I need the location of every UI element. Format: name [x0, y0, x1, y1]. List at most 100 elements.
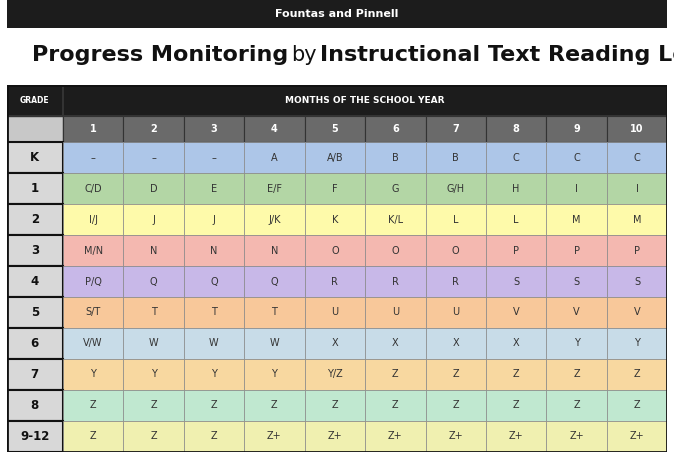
Text: I: I: [636, 184, 638, 194]
Text: 1: 1: [31, 182, 39, 195]
Bar: [547, 142, 607, 173]
Text: S: S: [574, 276, 580, 286]
Text: I: I: [575, 184, 578, 194]
Bar: [184, 173, 244, 204]
Bar: [305, 204, 365, 235]
Text: by: by: [290, 45, 316, 65]
Text: J: J: [152, 215, 155, 225]
Bar: [305, 359, 365, 390]
Bar: [63, 204, 123, 235]
Text: 4: 4: [271, 124, 278, 134]
Bar: [365, 235, 425, 266]
Text: K: K: [30, 151, 39, 164]
Bar: [607, 235, 667, 266]
Bar: [7, 359, 63, 390]
Text: Z+: Z+: [509, 431, 524, 441]
Text: Z: Z: [574, 400, 580, 410]
Text: Z: Z: [634, 370, 640, 380]
Text: O: O: [452, 246, 460, 256]
Bar: [63, 142, 123, 173]
Text: Z: Z: [211, 400, 217, 410]
Text: Z: Z: [513, 370, 520, 380]
Bar: [305, 173, 365, 204]
Text: A: A: [271, 153, 278, 163]
Text: 8: 8: [31, 399, 39, 412]
Text: Z: Z: [513, 400, 520, 410]
Bar: [123, 390, 184, 421]
Bar: [244, 235, 305, 266]
Text: R: R: [392, 276, 399, 286]
Text: Q: Q: [210, 276, 218, 286]
Text: Y: Y: [150, 370, 156, 380]
Bar: [486, 421, 547, 452]
Bar: [63, 421, 123, 452]
Bar: [7, 85, 63, 116]
Text: L: L: [514, 215, 519, 225]
Text: E: E: [211, 184, 217, 194]
Text: Z+: Z+: [388, 431, 402, 441]
Text: V: V: [513, 307, 520, 317]
Text: X: X: [332, 338, 338, 348]
Bar: [486, 328, 547, 359]
Text: A/B: A/B: [326, 153, 343, 163]
Bar: [365, 421, 425, 452]
Text: U: U: [332, 307, 338, 317]
Text: S: S: [634, 276, 640, 286]
Text: 3: 3: [31, 244, 39, 257]
Bar: [63, 390, 123, 421]
Text: J/K: J/K: [268, 215, 280, 225]
Bar: [305, 328, 365, 359]
Bar: [486, 359, 547, 390]
Text: M: M: [572, 215, 581, 225]
Bar: [607, 116, 667, 142]
Text: Instructional Text Reading Level: Instructional Text Reading Level: [321, 45, 674, 65]
Text: Z: Z: [574, 370, 580, 380]
Text: N: N: [271, 246, 278, 256]
Bar: [184, 142, 244, 173]
Text: 9-12: 9-12: [20, 430, 49, 443]
Text: P: P: [513, 246, 519, 256]
Text: Y: Y: [272, 370, 278, 380]
Bar: [486, 173, 547, 204]
Bar: [123, 359, 184, 390]
Text: Z: Z: [271, 400, 278, 410]
Bar: [123, 328, 184, 359]
Bar: [486, 297, 547, 328]
Text: V: V: [574, 307, 580, 317]
Text: 9: 9: [573, 124, 580, 134]
Bar: [184, 235, 244, 266]
Bar: [486, 390, 547, 421]
Bar: [123, 173, 184, 204]
Text: MONTHS OF THE SCHOOL YEAR: MONTHS OF THE SCHOOL YEAR: [285, 96, 445, 105]
Text: Z+: Z+: [448, 431, 463, 441]
Bar: [607, 142, 667, 173]
Bar: [607, 173, 667, 204]
Bar: [305, 235, 365, 266]
Text: N: N: [150, 246, 157, 256]
Text: Z: Z: [211, 431, 217, 441]
Text: 8: 8: [513, 124, 520, 134]
Bar: [547, 390, 607, 421]
Bar: [123, 421, 184, 452]
Text: K/L: K/L: [388, 215, 403, 225]
Text: U: U: [392, 307, 399, 317]
Bar: [244, 390, 305, 421]
Text: X: X: [452, 338, 459, 348]
Text: G/H: G/H: [447, 184, 465, 194]
Text: Y: Y: [90, 370, 96, 380]
Bar: [486, 266, 547, 297]
Bar: [607, 204, 667, 235]
Text: Y: Y: [634, 338, 640, 348]
Bar: [184, 328, 244, 359]
Bar: [7, 116, 63, 142]
Text: P/Q: P/Q: [85, 276, 102, 286]
Text: V: V: [634, 307, 640, 317]
Bar: [365, 204, 425, 235]
Bar: [365, 173, 425, 204]
Text: J: J: [212, 215, 216, 225]
Bar: [244, 173, 305, 204]
Text: 7: 7: [31, 368, 39, 381]
Bar: [365, 390, 425, 421]
Bar: [607, 390, 667, 421]
Text: C: C: [634, 153, 640, 163]
